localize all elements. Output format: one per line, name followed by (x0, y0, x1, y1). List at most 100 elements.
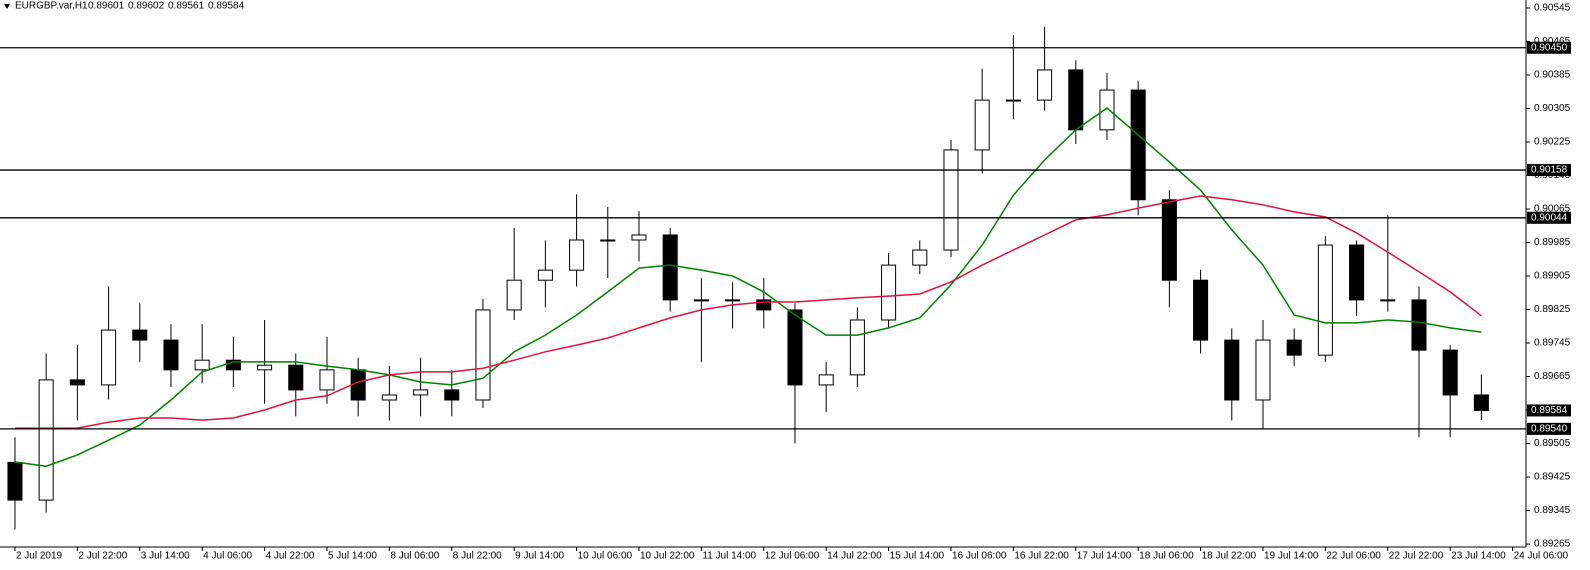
y-tick-label: 0.89425 (1534, 472, 1571, 483)
candle-body (1473, 394, 1489, 411)
y-tick-label: 0.90065 (1534, 204, 1571, 215)
candle-body (693, 299, 709, 302)
x-tick-label: 5 Jul 14:00 (328, 551, 377, 562)
candle-body (787, 309, 803, 386)
candle-body (319, 369, 335, 391)
last-price-label: 0.89584 (1531, 405, 1568, 416)
y-tick-label: 0.90465 (1534, 36, 1571, 47)
level-label-box (1527, 164, 1571, 177)
x-tick-label: 2 Jul 22:00 (78, 551, 127, 562)
level-label-box (1527, 211, 1571, 224)
y-tick-label: 0.89745 (1534, 338, 1571, 349)
candle-body (7, 461, 23, 501)
y-tick-label: 0.89505 (1534, 438, 1571, 449)
candle-body (288, 364, 304, 391)
y-tick-label: 0.90385 (1534, 70, 1571, 81)
candle-body (943, 149, 959, 251)
moving-average (14, 107, 1482, 467)
last-price-box (1527, 404, 1571, 417)
y-tick-label: 0.89985 (1534, 237, 1571, 248)
x-tick-label: 3 Jul 14:00 (141, 551, 190, 562)
y-tick-label: 0.89265 (1534, 539, 1571, 550)
y-tick-label: 0.90305 (1534, 103, 1571, 114)
menu-arrow[interactable] (4, 4, 10, 9)
candle-body (1037, 69, 1053, 101)
candle-body (506, 279, 522, 311)
candle-body (631, 234, 647, 241)
candle-body (1005, 99, 1021, 102)
x-tick-label: 4 Jul 06:00 (203, 551, 252, 562)
y-tick-label: 0.89665 (1534, 371, 1571, 382)
candle-body (881, 264, 897, 321)
candle-body (600, 239, 616, 242)
candle-body (569, 239, 585, 271)
level-label: 0.90450 (1531, 42, 1568, 53)
x-tick-label: 12 Jul 06:00 (765, 551, 820, 562)
candle-body (413, 389, 429, 396)
quote-value: 0.89584 (208, 1, 245, 12)
x-tick-label: 11 Jul 14:00 (702, 551, 756, 562)
x-tick-label: 22 Jul 06:00 (1326, 551, 1381, 562)
candle-body (1255, 339, 1271, 401)
level-label: 0.90158 (1531, 165, 1568, 176)
candle-body (818, 374, 834, 386)
candle-body (1349, 244, 1365, 301)
x-tick-label: 24 Jul 06:00 (1514, 551, 1569, 562)
x-tick-label: 16 Jul 22:00 (1014, 551, 1069, 562)
candle-body (912, 249, 928, 266)
candle-body (1286, 339, 1302, 356)
candle-body (974, 99, 990, 151)
x-tick-label: 8 Jul 06:00 (390, 551, 439, 562)
candle-body (537, 269, 553, 281)
x-tick-label: 17 Jul 14:00 (1077, 551, 1132, 562)
x-tick-label: 19 Jul 14:00 (1264, 551, 1319, 562)
moving-average (15, 195, 1482, 429)
y-tick-label: 0.90545 (1534, 3, 1571, 14)
candle-body (1411, 299, 1427, 351)
candle-body (257, 364, 273, 371)
x-tick-label: 22 Jul 22:00 (1389, 551, 1444, 562)
candle-body (444, 389, 460, 401)
candle-body (662, 234, 678, 301)
candle-body (1193, 279, 1209, 341)
candle-body (381, 394, 397, 401)
x-tick-label: 18 Jul 22:00 (1202, 551, 1257, 562)
level-label-box (1527, 41, 1571, 54)
candle-body (1380, 299, 1396, 302)
candle-body (725, 299, 741, 302)
candle-body (1317, 244, 1333, 356)
candle-body (1442, 349, 1458, 396)
x-tick-label: 9 Jul 14:00 (515, 551, 564, 562)
level-label-box (1527, 422, 1571, 435)
x-tick-label: 16 Jul 06:00 (952, 551, 1007, 562)
candle-body (194, 359, 210, 371)
x-tick-label: 10 Jul 22:00 (640, 551, 695, 562)
symbol: EURGBP.var,H1 (15, 1, 88, 12)
y-tick-label: 0.89825 (1534, 304, 1571, 315)
x-tick-label: 14 Jul 22:00 (827, 551, 882, 562)
x-tick-label: 8 Jul 22:00 (453, 551, 502, 562)
candle-body (1068, 69, 1084, 131)
level-label: 0.90044 (1531, 212, 1568, 223)
candle-body (69, 379, 85, 386)
candle-body (849, 319, 865, 376)
candle-body (163, 339, 179, 371)
candle-body (225, 359, 241, 371)
candle-body (1099, 89, 1115, 131)
x-tick-label: 18 Jul 06:00 (1139, 551, 1194, 562)
quote-value: 0.89602 (128, 1, 165, 12)
candle-body (756, 299, 772, 311)
x-tick-label: 10 Jul 06:00 (578, 551, 633, 562)
candle-body (132, 329, 148, 341)
x-tick-label: 4 Jul 22:00 (266, 551, 315, 562)
quote-value: 0.89561 (168, 1, 205, 12)
quote-value: 0.89601 (88, 1, 125, 12)
y-tick-label: 0.89905 (1534, 271, 1571, 282)
x-tick-label: 23 Jul 14:00 (1451, 551, 1506, 562)
y-tick-label: 0.90225 (1534, 137, 1571, 148)
candle-body (1161, 199, 1177, 281)
x-tick-label: 15 Jul 14:00 (890, 551, 945, 562)
candle-body (101, 329, 117, 386)
